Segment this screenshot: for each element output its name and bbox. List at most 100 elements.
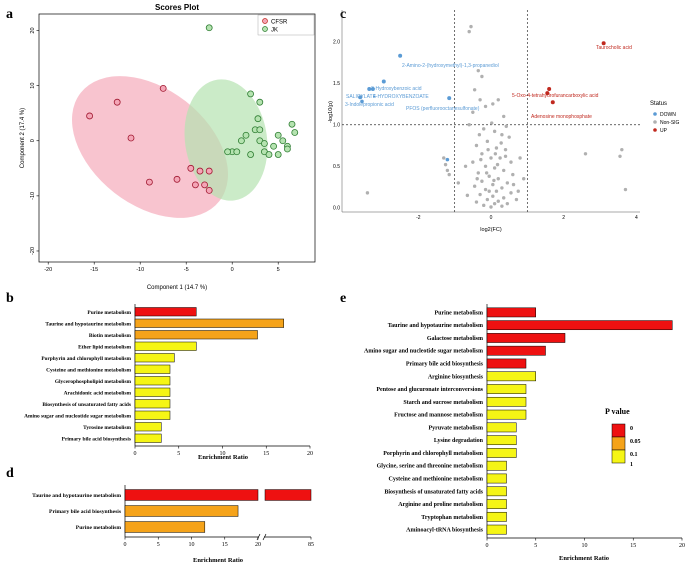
volcano-legend-title: Status: [650, 101, 667, 107]
volcano-y-tick-label: 1.5: [333, 81, 340, 87]
scores-point-jk: [256, 126, 264, 134]
volcano-point-label: 3-Indolepropionic acid: [345, 102, 394, 108]
bar-category-label: Biosynthesis of unsaturated fatty acids: [384, 489, 483, 495]
volcano-point-nonsig: [474, 143, 479, 148]
volcano-point-down: [360, 99, 364, 104]
volcano-point-nonsig: [479, 157, 483, 162]
bar-category-label: Galactose metabolism: [427, 336, 483, 342]
volcano-point-label: Adenosine monophosphate: [531, 114, 592, 120]
volcano-point-nonsig: [493, 152, 498, 156]
bar-continued: [264, 489, 312, 501]
legend-down-marker: [653, 112, 657, 116]
volcano-point-down: [381, 79, 386, 84]
volcano-point-down: [445, 157, 450, 162]
bar-category-label: Primary bile acid biosynthesis: [49, 509, 122, 515]
bar: [486, 524, 507, 535]
bar-category-label: Arachidonic acid metabolism: [64, 390, 132, 396]
scores-point-jk: [283, 145, 291, 153]
bar-x-tick-label: 20: [255, 542, 261, 548]
volcano-point-nonsig: [502, 168, 506, 173]
volcano-y-tick-label: 2.0: [333, 39, 340, 45]
pvalue-tick-0: 0: [630, 426, 633, 432]
volcano-point-nonsig: [477, 132, 482, 137]
volcano-point-nonsig: [522, 177, 526, 181]
scores-point-jk: [291, 129, 299, 136]
volcano-point-nonsig: [471, 110, 475, 114]
volcano-point-nonsig: [483, 187, 488, 192]
axis-break-mark: [262, 533, 267, 541]
volcano-point-nonsig: [491, 182, 495, 187]
volcano-point-nonsig: [487, 174, 491, 178]
scores-point-cfsr: [196, 167, 204, 175]
volcano-point-nonsig: [476, 68, 480, 73]
scores-point-jk: [270, 142, 278, 150]
bar: [486, 499, 507, 509]
bar: [134, 364, 171, 374]
volcano-point-nonsig: [518, 156, 522, 160]
volcano-point-nonsig: [489, 156, 493, 160]
scores-legend: CFSR JK: [257, 14, 315, 36]
volcano-point-nonsig: [509, 160, 513, 164]
scores-point-jk: [288, 120, 296, 128]
bar: [486, 371, 536, 382]
volcano-point-nonsig: [490, 121, 494, 125]
volcano-point-nonsig: [511, 182, 516, 187]
volcano-point-nonsig: [492, 178, 496, 183]
scores-point-cfsr: [113, 98, 121, 106]
volcano-point-nonsig: [511, 172, 515, 177]
pvalue-tick-01: 0.1: [630, 452, 638, 458]
bar-category-label: Taurine and hypotaurine metabolism: [45, 321, 131, 327]
volcano-point-nonsig: [500, 132, 504, 137]
volcano-point-label: 4-HYDROXYBENZOATE: [373, 94, 429, 100]
volcano-point-nonsig: [505, 201, 510, 206]
legend-cfsr-label: CFSR: [271, 19, 288, 25]
scores-point-cfsr: [205, 186, 213, 194]
pvalue-tick-1: 1: [630, 462, 633, 468]
volcano-point-down: [367, 86, 372, 91]
bar-x-tick-label: 0: [124, 542, 127, 548]
scores-point-jk: [205, 24, 213, 32]
volcano-point-nonsig: [505, 181, 510, 185]
bar-x-tick-label: 5: [157, 542, 160, 548]
volcano-point-nonsig: [447, 172, 451, 177]
volcano-point-nonsig: [504, 124, 508, 129]
bar-category-label: Ether lipid metabolism: [78, 344, 131, 350]
bar: [134, 433, 162, 443]
bar-x-tick-label: 10: [220, 451, 226, 457]
bar-x-tick-label: 10: [189, 542, 195, 548]
volcano-point-nonsig: [480, 152, 484, 156]
volcano-point-up: [545, 91, 550, 96]
volcano-point-nonsig: [494, 146, 499, 150]
volcano-point-nonsig: [618, 154, 622, 159]
legend-nonsig-marker: [653, 120, 657, 124]
bar-category-label: Taurine and hypotaurine metabolism: [32, 493, 121, 499]
bar-category-label: Biotin metabolism: [89, 333, 132, 339]
scores-point-jk: [254, 115, 262, 123]
scores-point-jk: [224, 148, 232, 156]
volcano-point-nonsig: [478, 98, 482, 102]
bar-category-label: Purine metabolism: [435, 310, 484, 316]
bar-category-label: Purine metabolism: [87, 310, 131, 316]
scores-point-jk: [274, 151, 282, 158]
scores-x-tick-label: -5: [184, 267, 189, 273]
volcano-point-nonsig: [496, 199, 500, 203]
b-xlabel: Enrichment Ratio: [198, 454, 248, 461]
bar: [124, 521, 206, 533]
bar-x-tick-label: 15: [630, 543, 636, 549]
jk-confidence-ellipse: [184, 79, 268, 201]
scores-point-cfsr: [187, 164, 195, 172]
scores-point-jk: [242, 131, 250, 139]
scores-point-jk: [265, 151, 273, 158]
scores-plot-frame: [38, 13, 316, 263]
bar-x-tick-label: 10: [582, 543, 588, 549]
volcano-xlabel: log2(FC): [480, 227, 502, 233]
panel-label-c: c: [340, 7, 346, 22]
volcano-point-nonsig: [443, 162, 448, 167]
scores-point-jk: [274, 131, 282, 139]
legend-jk-marker: [262, 26, 268, 32]
bar-category-label: Arginine and proline metabolism: [398, 502, 483, 508]
volcano-point-down: [358, 95, 363, 100]
bar: [486, 460, 507, 471]
bar-category-label: Purine metabolism: [76, 525, 122, 531]
bar-x-tick-label: 20: [307, 451, 313, 457]
